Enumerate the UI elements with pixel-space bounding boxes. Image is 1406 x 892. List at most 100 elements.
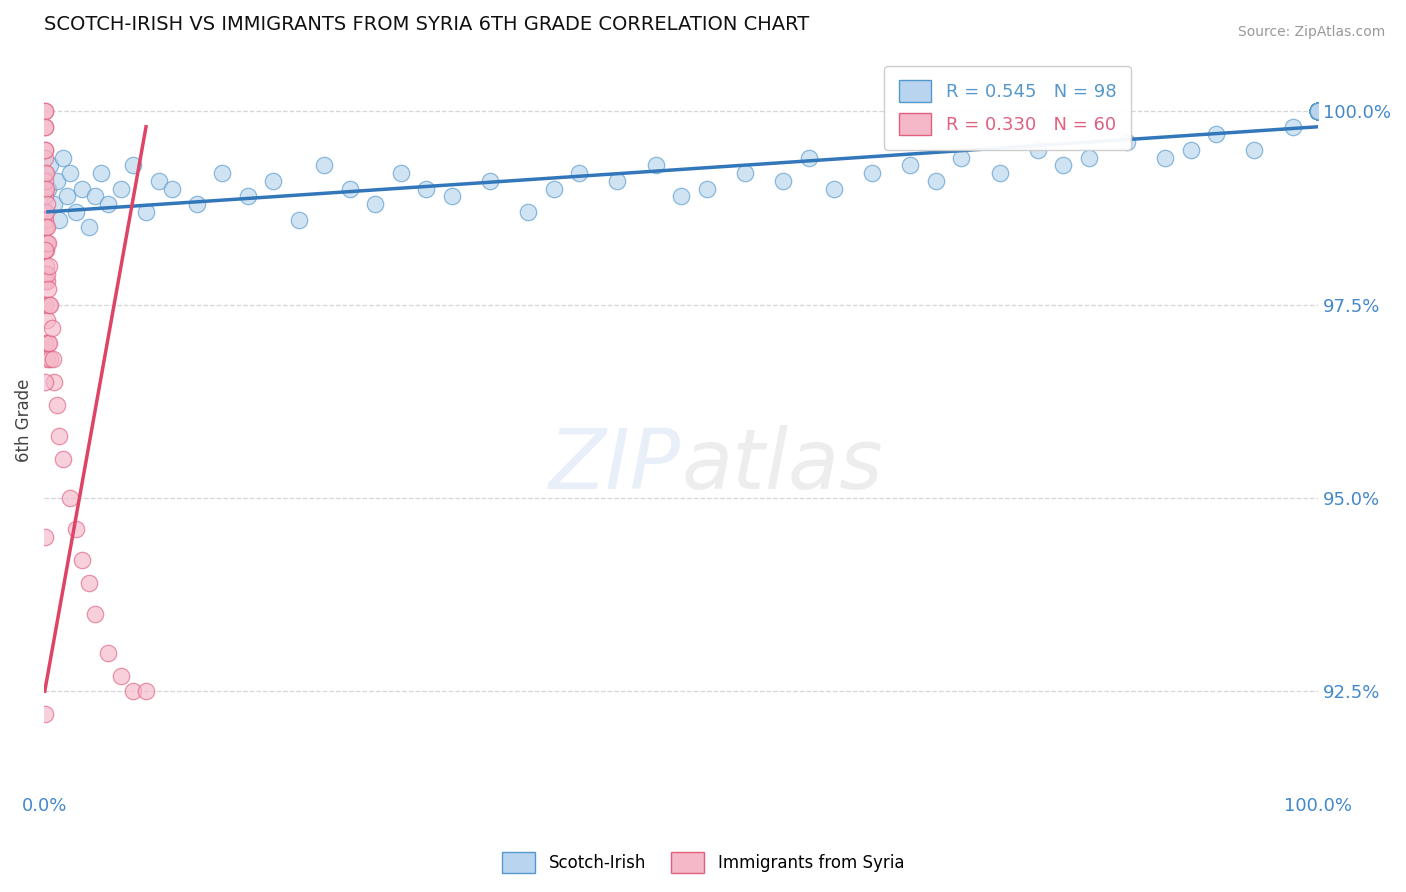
Point — [160, 181, 183, 195]
Point — [34, 204, 56, 219]
Point — [37, 282, 59, 296]
Point — [34, 120, 56, 134]
Point — [39, 158, 62, 172]
Point — [415, 181, 437, 195]
Text: Source: ZipAtlas.com: Source: ZipAtlas.com — [1237, 25, 1385, 39]
Text: SCOTCH-IRISH VS IMMIGRANTS FROM SYRIA 6TH GRADE CORRELATION CHART: SCOTCH-IRISH VS IMMIGRANTS FROM SYRIA 6T… — [44, 15, 810, 34]
Point — [34, 104, 56, 119]
Text: ZIP: ZIP — [550, 425, 681, 506]
Point — [34, 212, 56, 227]
Point — [1308, 104, 1330, 119]
Point — [122, 684, 145, 698]
Point — [1308, 104, 1330, 119]
Point — [1308, 104, 1330, 119]
Point — [950, 151, 973, 165]
Point — [1308, 104, 1330, 119]
Point — [339, 181, 361, 195]
Point — [860, 166, 883, 180]
Point — [1308, 104, 1330, 119]
Point — [1308, 104, 1330, 119]
Point — [34, 336, 56, 351]
Point — [1308, 104, 1330, 119]
Point — [1308, 104, 1330, 119]
Point — [37, 336, 59, 351]
Point — [1308, 104, 1330, 119]
Point — [1154, 151, 1177, 165]
Point — [34, 707, 56, 722]
Point — [1308, 104, 1330, 119]
Point — [1308, 104, 1330, 119]
Point — [34, 104, 56, 119]
Point — [988, 166, 1011, 180]
Point — [797, 151, 820, 165]
Point — [1308, 104, 1330, 119]
Point — [262, 174, 284, 188]
Point — [734, 166, 756, 180]
Point — [440, 189, 463, 203]
Point — [65, 204, 87, 219]
Point — [58, 166, 80, 180]
Point — [1308, 104, 1330, 119]
Point — [34, 220, 56, 235]
Point — [1308, 104, 1330, 119]
Point — [1116, 135, 1139, 149]
Point — [772, 174, 794, 188]
Point — [34, 235, 56, 250]
Point — [1308, 104, 1330, 119]
Point — [1308, 104, 1330, 119]
Point — [34, 204, 56, 219]
Point — [122, 158, 145, 172]
Point — [389, 166, 412, 180]
Point — [1308, 104, 1330, 119]
Point — [44, 375, 66, 389]
Point — [34, 267, 56, 281]
Point — [77, 220, 100, 235]
Point — [1205, 128, 1227, 142]
Point — [1308, 104, 1330, 119]
Point — [1308, 104, 1330, 119]
Point — [97, 646, 120, 660]
Point — [211, 166, 233, 180]
Point — [186, 197, 208, 211]
Point — [34, 375, 56, 389]
Point — [44, 197, 66, 211]
Point — [1308, 104, 1330, 119]
Point — [1077, 151, 1099, 165]
Point — [34, 174, 56, 188]
Point — [1308, 104, 1330, 119]
Point — [1308, 104, 1330, 119]
Point — [517, 204, 540, 219]
Point — [84, 607, 107, 621]
Point — [39, 297, 62, 311]
Point — [34, 274, 56, 288]
Point — [34, 181, 56, 195]
Point — [34, 244, 56, 258]
Point — [34, 166, 56, 180]
Point — [45, 174, 67, 188]
Point — [1281, 120, 1303, 134]
Point — [38, 297, 60, 311]
Point — [314, 158, 336, 172]
Point — [34, 120, 56, 134]
Point — [568, 166, 591, 180]
Point — [90, 166, 112, 180]
Point — [1308, 104, 1330, 119]
Point — [37, 181, 59, 195]
Point — [35, 197, 58, 211]
Point — [1308, 104, 1330, 119]
Legend: R = 0.545   N = 98, R = 0.330   N = 60: R = 0.545 N = 98, R = 0.330 N = 60 — [884, 66, 1130, 150]
Point — [1308, 104, 1330, 119]
Point — [42, 351, 65, 366]
Y-axis label: 6th Grade: 6th Grade — [15, 379, 32, 462]
Point — [288, 212, 311, 227]
Point — [1052, 158, 1074, 172]
Point — [364, 197, 387, 211]
Point — [1308, 104, 1330, 119]
Point — [35, 235, 58, 250]
Point — [34, 244, 56, 258]
Point — [1308, 104, 1330, 119]
Point — [34, 143, 56, 157]
Point — [38, 259, 60, 273]
Point — [45, 398, 67, 412]
Point — [84, 189, 107, 203]
